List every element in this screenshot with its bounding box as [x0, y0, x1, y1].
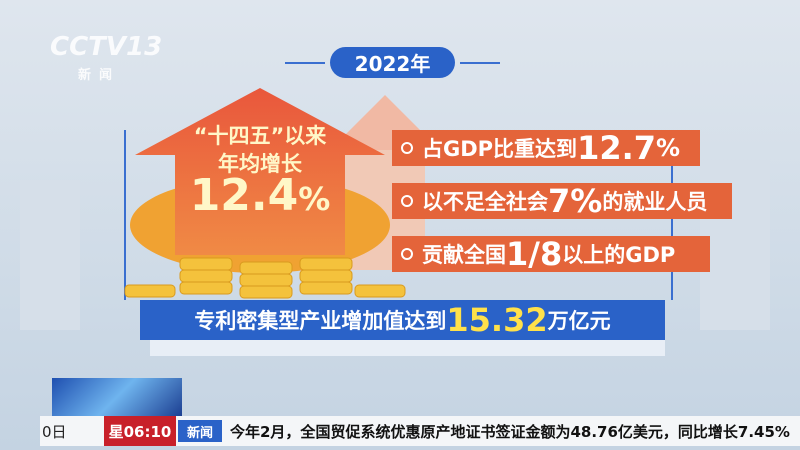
- banner-shadow: [150, 340, 665, 356]
- coins: [124, 257, 406, 299]
- fact: 占GDP比重达到 12.7%: [392, 129, 700, 167]
- fact: 以不足全社会 7% 的就业人员: [392, 182, 732, 220]
- ticker-text: 今年2月，全国贸促系统优惠原产地证书签证金额为48.76亿美元，同比增长7.45…: [230, 423, 790, 441]
- arrow-line: 年均增长: [218, 152, 302, 176]
- fact-highlight: 12.7: [577, 129, 657, 167]
- banner-text: 万亿元: [547, 309, 611, 333]
- fact-text: 以不足全社会: [422, 190, 548, 214]
- banner: 专利密集型产业增加值达到 15.32 万亿元: [140, 300, 665, 340]
- arrow-text: “十四五”以来 年均增长 12.4%: [160, 122, 360, 218]
- fact-text: 的就业人员: [602, 190, 708, 214]
- value: 12.4: [189, 170, 299, 221]
- arrow: [135, 88, 385, 255]
- banner-text: 专利密集型产业增加值达到: [194, 309, 447, 333]
- fact-highlight: 7%: [548, 182, 603, 220]
- year-badge: 2022年: [330, 47, 455, 78]
- banner-highlight: 15.32: [446, 301, 548, 339]
- channel-name: 新闻: [78, 68, 121, 83]
- channel-logo: CCTV13: [50, 32, 163, 62]
- fact-text: 贡献全国: [422, 243, 506, 267]
- ticker-channel: 新闻: [178, 420, 222, 442]
- arrow-line: “十四五”以来: [193, 124, 327, 148]
- fact-text: 占GDP比重达到: [422, 137, 578, 161]
- arrow-value: 12.4%: [160, 174, 360, 218]
- fact: 贡献全国 1/8 以上的GDP: [392, 235, 710, 273]
- unit: %: [298, 180, 331, 218]
- ticker-date: 0日: [42, 423, 67, 441]
- fact-text: %: [656, 134, 681, 162]
- ticker-time: 星06:10: [104, 416, 176, 446]
- ticker-image: [52, 378, 182, 416]
- fact-text: 以上的GDP: [562, 243, 676, 267]
- building: [20, 180, 80, 330]
- fact-highlight: 1/8: [506, 235, 563, 273]
